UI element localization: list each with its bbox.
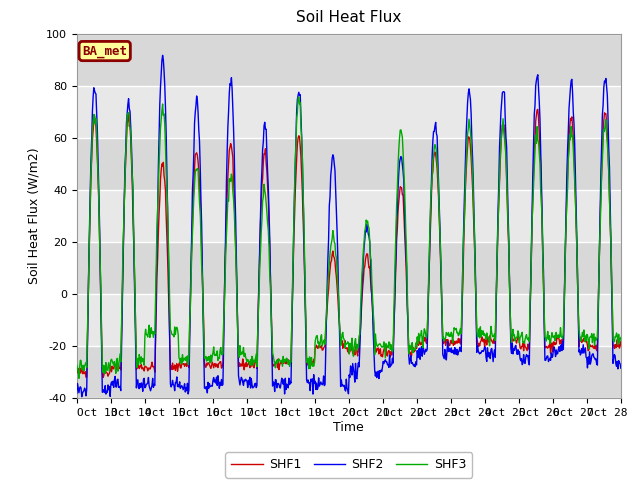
- SHF3: [75, 375, 83, 381]
- SHF3: [73, 362, 81, 368]
- SHF3: [406, 343, 414, 349]
- SHF3: [437, 252, 445, 258]
- Bar: [77, 86, 621, 138]
- SHF1: [73, 368, 81, 374]
- SHF1: [406, 350, 413, 356]
- X-axis label: Time: Time: [333, 421, 364, 434]
- SHF3: [285, 358, 292, 363]
- SHF2: [138, 380, 145, 386]
- Line: SHF1: SHF1: [77, 109, 621, 377]
- SHF1: [99, 374, 107, 380]
- SHF1: [534, 107, 541, 112]
- SHF3: [138, 354, 145, 360]
- SHF2: [285, 382, 293, 387]
- Bar: [77, 294, 621, 346]
- SHF1: [264, 196, 272, 202]
- SHF3: [264, 228, 272, 233]
- SHF3: [295, 94, 303, 100]
- Legend: SHF1, SHF2, SHF3: SHF1, SHF2, SHF3: [225, 452, 472, 478]
- Bar: [77, 242, 621, 294]
- SHF3: [237, 351, 245, 357]
- SHF3: [617, 335, 625, 340]
- Line: SHF2: SHF2: [77, 55, 621, 397]
- Bar: [77, 190, 621, 242]
- SHF2: [159, 52, 166, 58]
- Bar: [77, 346, 621, 398]
- SHF1: [237, 361, 245, 367]
- Line: SHF3: SHF3: [77, 97, 621, 378]
- SHF2: [437, 255, 445, 261]
- SHF2: [617, 365, 625, 371]
- Y-axis label: Soil Heat Flux (W/m2): Soil Heat Flux (W/m2): [28, 148, 40, 284]
- SHF1: [436, 236, 444, 242]
- SHF1: [285, 358, 292, 363]
- Title: Soil Heat Flux: Soil Heat Flux: [296, 11, 401, 25]
- Bar: [77, 138, 621, 190]
- SHF1: [617, 339, 625, 345]
- SHF2: [238, 376, 246, 382]
- SHF2: [78, 394, 86, 400]
- SHF2: [265, 208, 273, 214]
- Bar: [77, 34, 621, 86]
- SHF2: [406, 357, 414, 362]
- Text: BA_met: BA_met: [82, 45, 127, 58]
- SHF1: [138, 362, 145, 368]
- SHF2: [73, 390, 81, 396]
